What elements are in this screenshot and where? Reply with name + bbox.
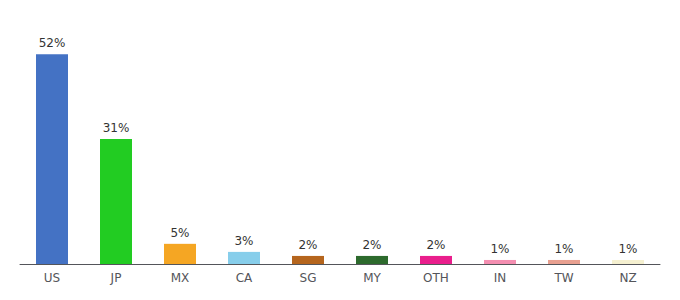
svg-text:OTH: OTH [423, 271, 449, 285]
svg-text:NZ: NZ [619, 271, 636, 285]
svg-text:1%: 1% [618, 242, 637, 256]
svg-text:1%: 1% [490, 242, 509, 256]
svg-text:MY: MY [363, 271, 381, 285]
svg-text:52%: 52% [39, 36, 66, 50]
svg-text:CA: CA [236, 271, 253, 285]
svg-text:2%: 2% [426, 238, 445, 252]
svg-text:3%: 3% [234, 234, 253, 248]
svg-text:2%: 2% [298, 238, 317, 252]
svg-text:JP: JP [110, 271, 122, 285]
svg-text:TW: TW [553, 271, 573, 285]
svg-text:MX: MX [171, 271, 190, 285]
svg-text:31%: 31% [103, 121, 130, 135]
svg-text:SG: SG [300, 271, 317, 285]
svg-text:5%: 5% [170, 226, 189, 240]
svg-text:US: US [44, 271, 60, 285]
svg-text:IN: IN [494, 271, 507, 285]
svg-text:2%: 2% [362, 238, 381, 252]
svg-text:1%: 1% [554, 242, 573, 256]
